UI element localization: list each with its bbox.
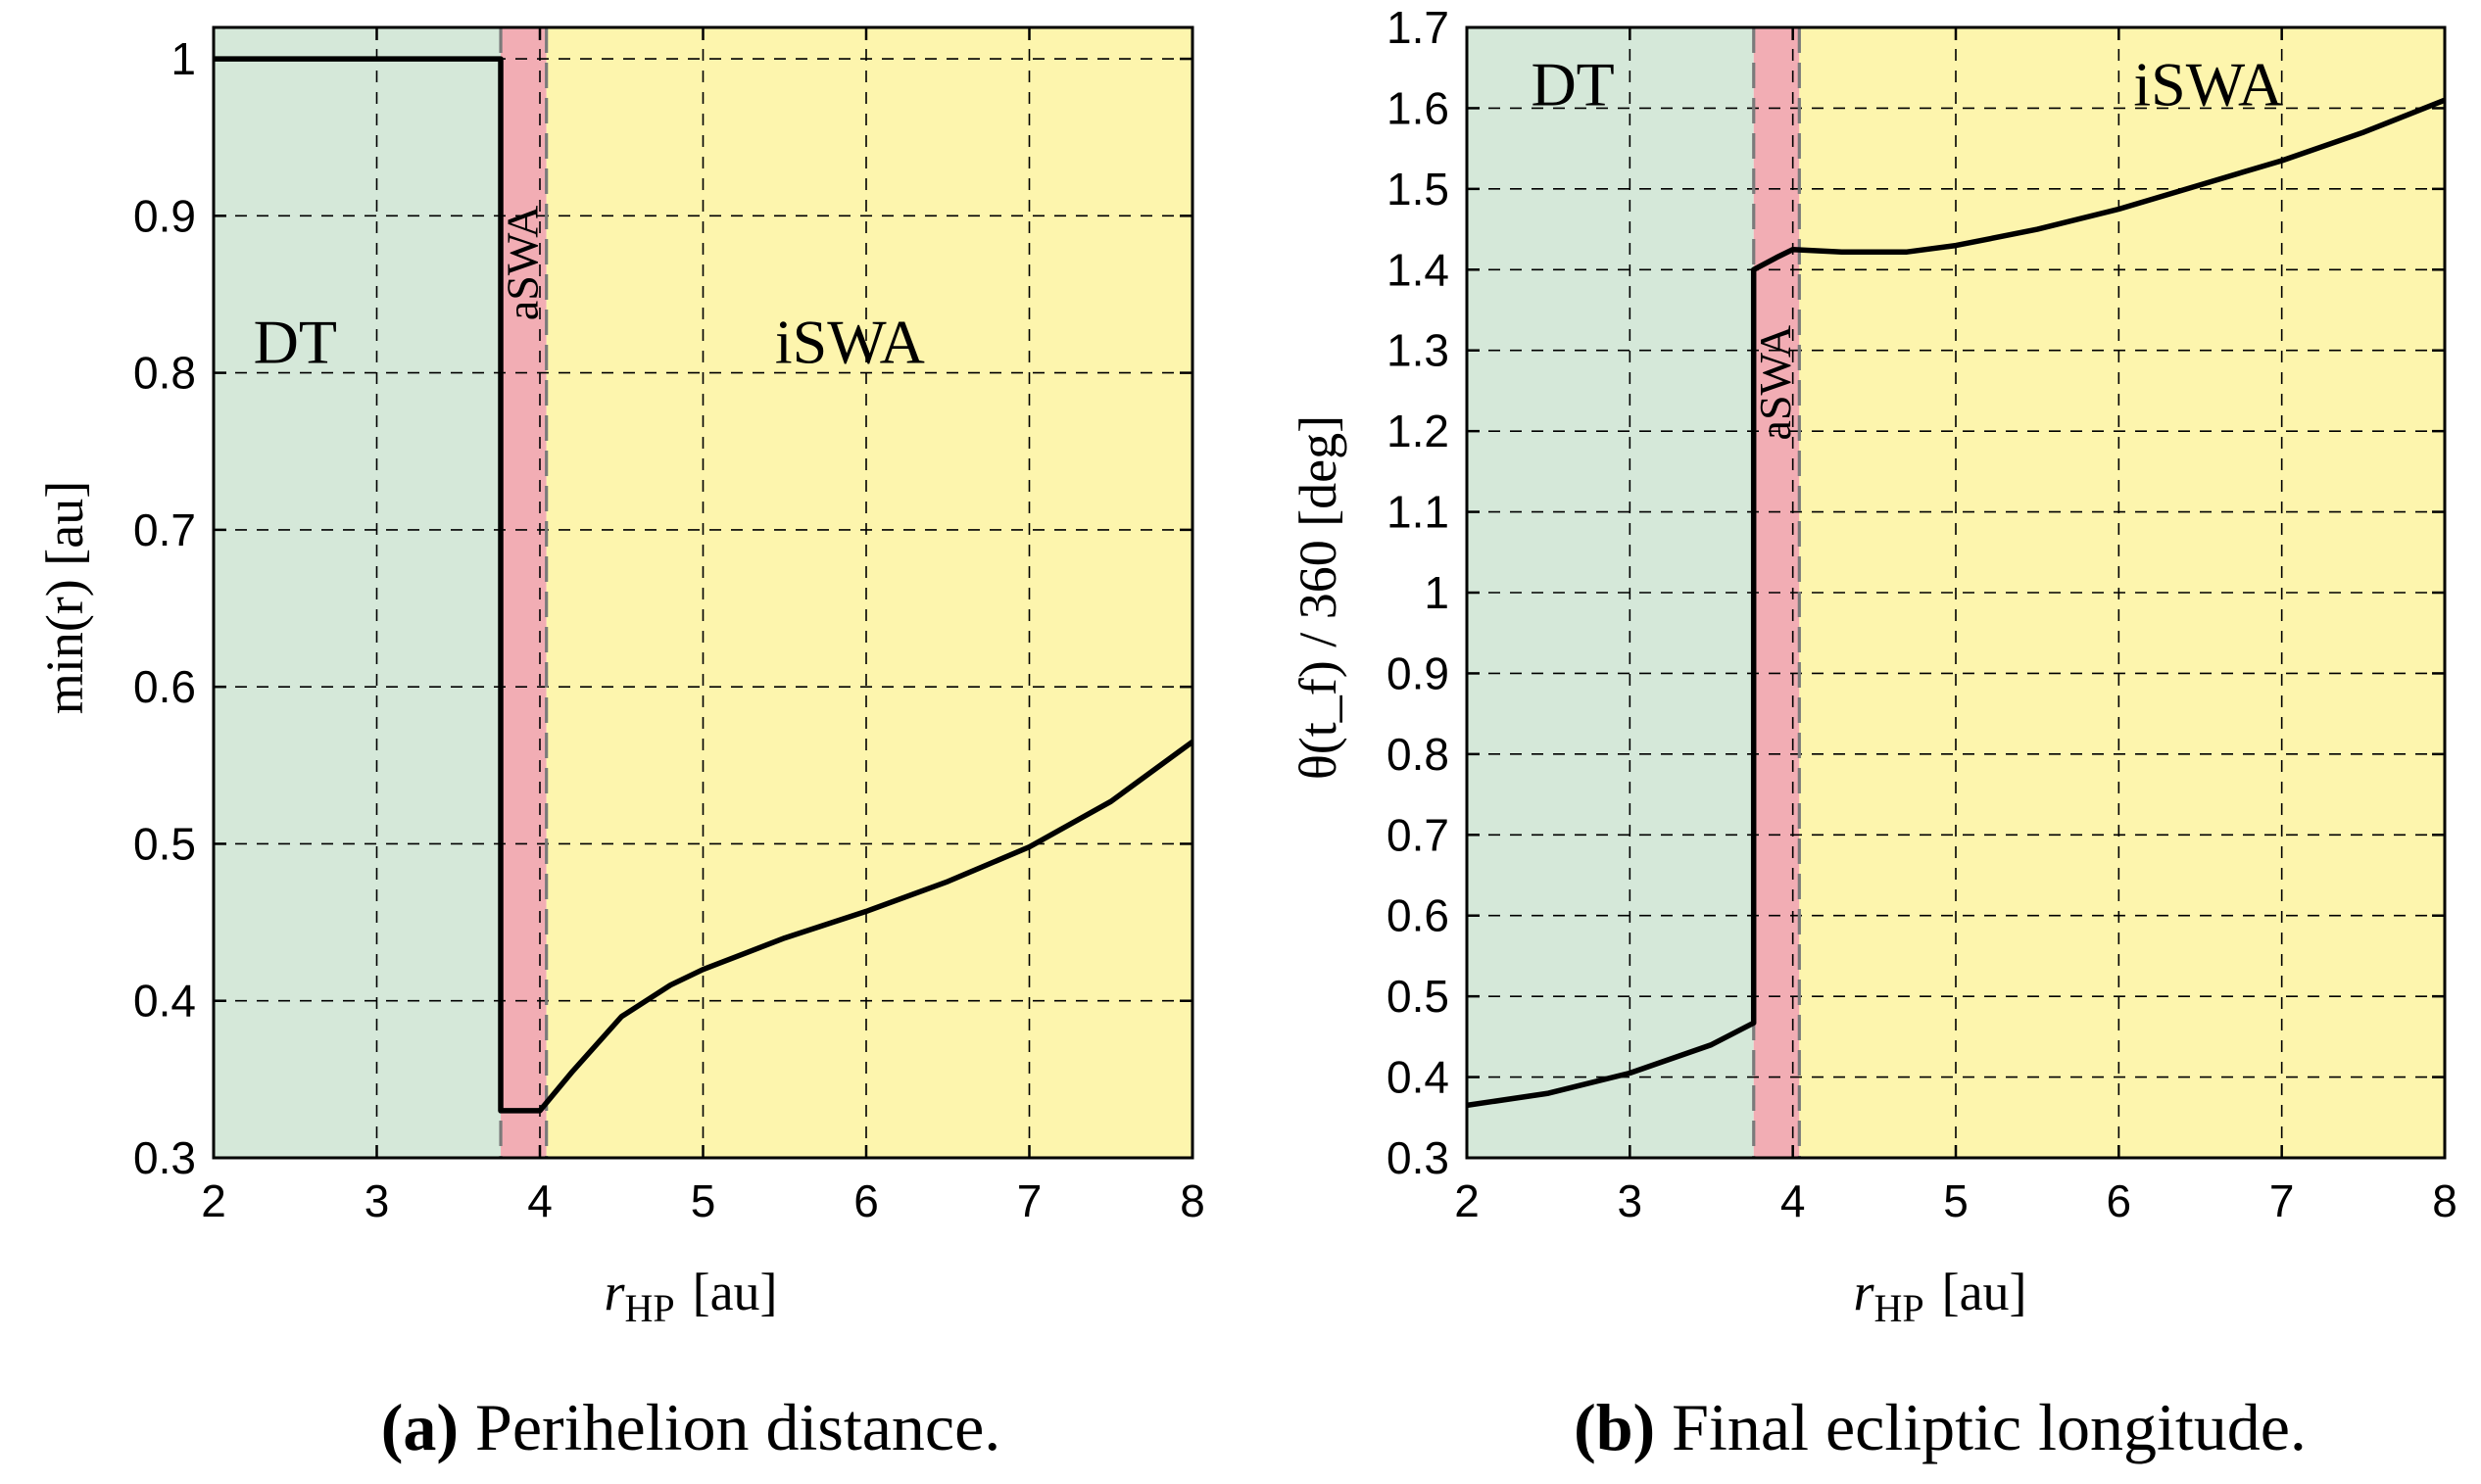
panel-b-x-axis-label: rHP [au]	[1853, 1263, 2026, 1330]
panel-a-grid	[214, 27, 1192, 1158]
panel-a-xlabel-unit: [au]	[693, 1263, 778, 1321]
panel-b-y-tick-label: 1.5	[1386, 164, 1449, 215]
panel-a-xlabel-sub: HP	[624, 1286, 674, 1330]
panel-a-x-tick-label: 8	[1180, 1175, 1205, 1226]
panel-b-y-tick-label: 1.7	[1386, 2, 1449, 53]
panel-b-y-tick-label: 0.5	[1386, 971, 1449, 1022]
panel-a-series-line	[214, 56, 1194, 1114]
panel-a: 2 3 4 5 6 7 8 0.3 0.4 0.5 0.6 0.7 0.8 0.9 1 DT aSWA iSW…	[35, 25, 1205, 1464]
panel-b-y-tick-label: 1.1	[1386, 487, 1449, 538]
panel-b-series	[1466, 97, 2447, 1109]
panel-a-caption-letter: (a)	[381, 1390, 459, 1464]
panel-b-region-labels: DT aSWA iSWA	[1531, 50, 2283, 441]
panel-b-x-tick-label: 7	[2269, 1175, 2295, 1226]
panel-a-y-tick-label: 0.5	[133, 818, 196, 869]
panel-b-y-tick-label: 1.6	[1386, 82, 1449, 133]
panel-b-x-tick-label: 2	[1454, 1175, 1480, 1226]
panel-b-y-tick-label: 1	[1424, 567, 1449, 618]
panel-a-x-tick-label: 3	[365, 1175, 390, 1226]
panel-b-y-tick-label: 0.4	[1386, 1052, 1449, 1103]
panel-b-y-tick-label: 0.7	[1386, 809, 1449, 860]
panel-b-x-tick-label: 3	[1618, 1175, 1643, 1226]
panel-b-y-tick-labels: 0.3 0.4 0.5 0.6 0.7 0.8 0.9 1 1.1 1.2 1.3 1.4 1.5 1.6…	[1386, 2, 1449, 1183]
panel-a-x-tick-label: 2	[201, 1175, 226, 1226]
panel-a-region-labels: DT aSWA iSWA	[254, 206, 925, 377]
panel-b-region-label-aswa: aSWA	[1750, 325, 1800, 441]
panel-b-grid	[1467, 26, 2445, 1158]
panel-b-tick-marks	[1465, 25, 2447, 1160]
panel-a-y-tick-label: 0.9	[133, 190, 196, 241]
panel-b-xlabel-main: r	[1853, 1263, 1874, 1321]
panel-b-xlabel-unit: [au]	[1942, 1263, 2027, 1321]
panel-b-caption-text: Final ecliptic longitude.	[1655, 1390, 2307, 1464]
panel-b-x-tick-label: 5	[1943, 1175, 1969, 1226]
panel-b-x-tick-label: 8	[2432, 1175, 2457, 1226]
panel-a-series	[214, 56, 1194, 1114]
panel-b-y-tick-label: 1.3	[1386, 325, 1449, 376]
panel-b-xlabel-sub: HP	[1873, 1286, 1923, 1330]
panel-a-y-axis-label: min(r) [au]	[35, 481, 94, 714]
panel-b-series-line	[1466, 97, 2447, 1109]
panel-a-region-dt	[214, 27, 502, 1158]
panel-b-y-tick-label: 1.2	[1386, 406, 1449, 456]
panel-a-x-tick-label: 6	[853, 1175, 879, 1226]
panel-b-y-tick-label: 0.8	[1386, 729, 1449, 780]
panel-b: 2 3 4 5 6 7 8 0.3 0.4 0.5 0.6 0.7 0.8 0.9 1 1.1 1.2 1.3 1…	[1289, 2, 2457, 1464]
panel-b-y-tick-label: 0.9	[1386, 647, 1449, 698]
panel-a-region-label-iswa: iSWA	[775, 308, 925, 377]
panel-a-tick-marks	[212, 27, 1194, 1160]
panel-a-y-tick-labels: 0.3 0.4 0.5 0.6 0.7 0.8 0.9 1	[133, 33, 196, 1183]
panel-a-x-axis-label: rHP [au]	[604, 1263, 777, 1330]
panel-b-x-tick-label: 4	[1780, 1175, 1806, 1226]
panel-a-y-tick-label: 1	[170, 33, 196, 84]
panel-a-y-tick-label: 0.7	[133, 504, 196, 555]
panel-b-y-axis-label: θ(t_f) / 360 [deg]	[1289, 415, 1347, 780]
panel-b-caption-letter: (b)	[1574, 1390, 1655, 1464]
panel-a-y-tick-label: 0.4	[133, 976, 196, 1027]
panel-b-y-tick-label: 0.3	[1386, 1132, 1449, 1183]
panel-b-region-label-iswa: iSWA	[2133, 50, 2283, 120]
panel-b-y-tick-label: 0.6	[1386, 890, 1449, 941]
panel-a-region-label-dt: DT	[254, 308, 337, 377]
panel-a-caption-text: Perihelion distance.	[459, 1390, 1000, 1464]
panel-b-region-label-dt: DT	[1531, 50, 1614, 120]
panel-a-xlabel-main: r	[604, 1263, 625, 1321]
panel-b-x-tick-label: 6	[2107, 1175, 2132, 1226]
panel-a-region-iswa	[546, 27, 1192, 1158]
panel-a-x-tick-label: 7	[1017, 1175, 1043, 1226]
panel-a-y-tick-label: 0.8	[133, 348, 196, 399]
panel-b-x-tick-labels: 2 3 4 5 6 7 8	[1454, 1175, 2457, 1226]
panel-a-caption: (a) Perihelion distance.	[381, 1390, 1001, 1464]
panel-b-caption: (b) Final ecliptic longitude.	[1574, 1390, 2307, 1464]
panel-a-x-tick-label: 4	[527, 1175, 553, 1226]
panel-a-x-tick-labels: 2 3 4 5 6 7 8	[201, 1175, 1205, 1226]
panel-b-y-tick-label: 1.4	[1386, 244, 1449, 295]
panel-a-region-label-aswa: aSWA	[497, 206, 547, 321]
panel-a-y-tick-label: 0.3	[133, 1132, 196, 1183]
panel-a-x-tick-label: 5	[691, 1175, 716, 1226]
panel-a-y-tick-label: 0.6	[133, 661, 196, 712]
